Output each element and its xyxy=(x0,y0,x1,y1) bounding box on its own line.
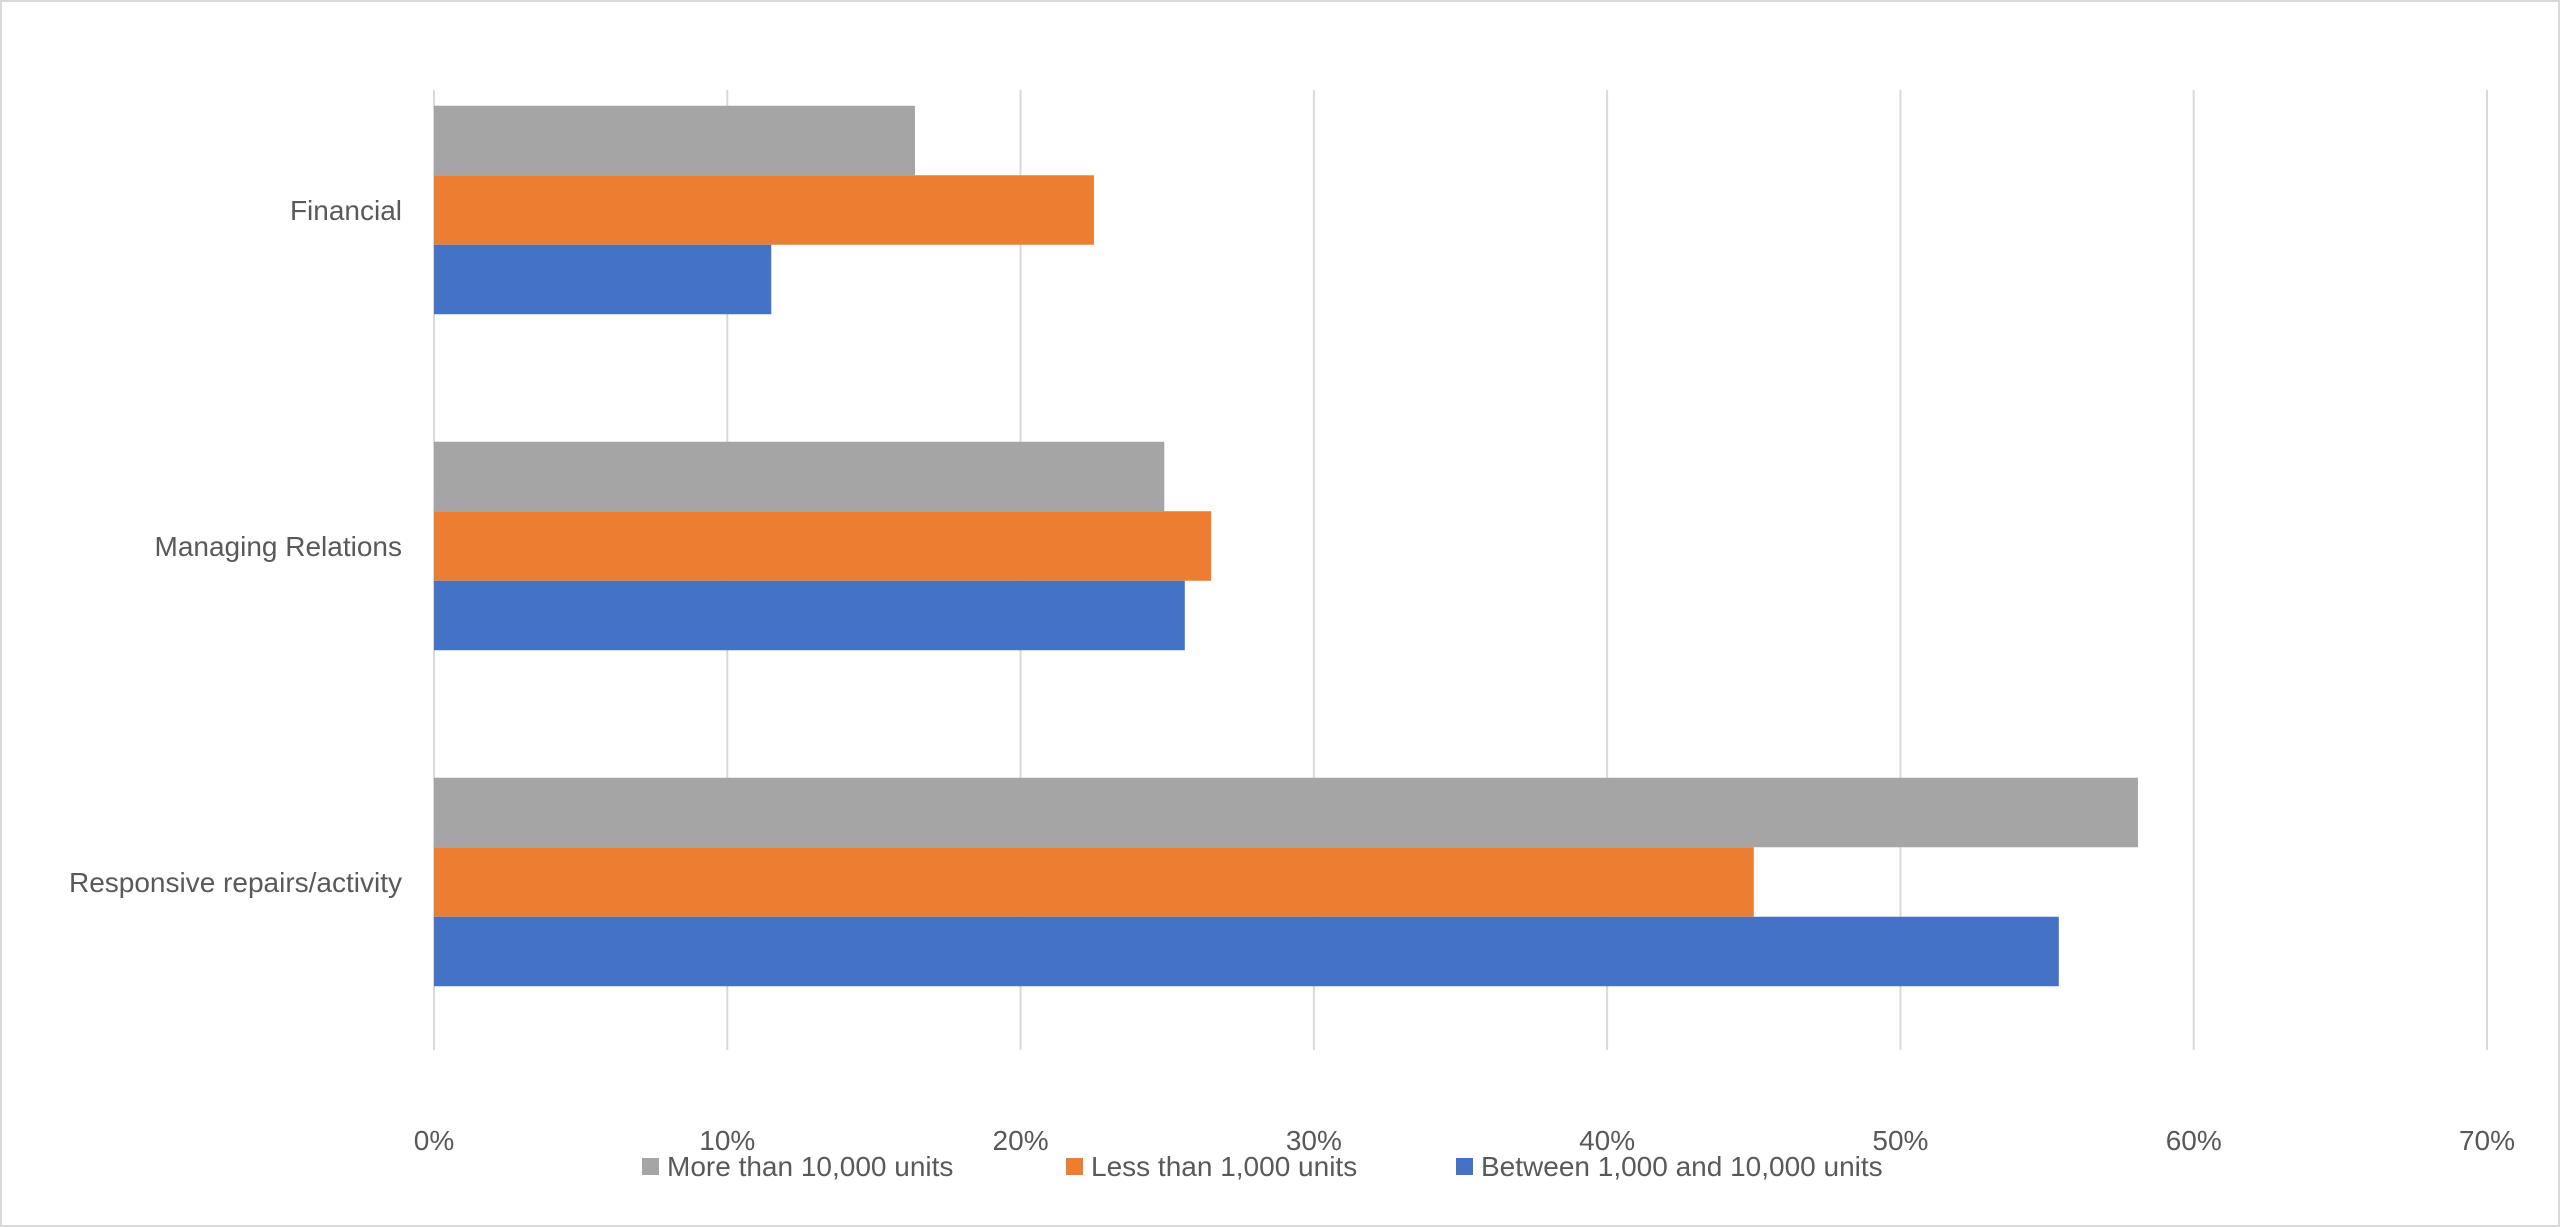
bar xyxy=(434,580,1185,651)
bar xyxy=(434,441,1165,512)
legend-swatch xyxy=(1456,1158,1473,1175)
bar xyxy=(434,777,2138,848)
bar xyxy=(434,105,915,176)
bar xyxy=(434,511,1212,581)
x-tick-label: 0% xyxy=(414,1125,454,1156)
bars xyxy=(434,105,2138,987)
x-tick-label: 50% xyxy=(1872,1125,1928,1156)
x-tick-label: 40% xyxy=(1579,1125,1635,1156)
x-tick-label: 70% xyxy=(2459,1125,2515,1156)
bar xyxy=(434,847,1754,917)
legend-label: More than 10,000 units xyxy=(667,1151,953,1182)
legend-swatch xyxy=(642,1158,659,1175)
category-label: Financial xyxy=(290,195,402,226)
bar xyxy=(434,244,772,315)
category-labels: Financial Managing Relations Responsive re… xyxy=(69,195,402,898)
x-tick-label: 60% xyxy=(2166,1125,2222,1156)
x-tick-label: 10% xyxy=(699,1125,755,1156)
x-tick-label: 30% xyxy=(1286,1125,1342,1156)
bar xyxy=(434,916,2059,987)
x-tick-labels: 0% 10% 20% 30% 40% 50% 60% 70% xyxy=(414,1125,2515,1156)
x-tick-label: 20% xyxy=(993,1125,1049,1156)
legend-swatch xyxy=(1066,1158,1083,1175)
category-label: Responsive repairs/activity xyxy=(69,867,402,898)
legend-label: Between 1,000 and 10,000 units xyxy=(1481,1151,1883,1182)
category-label: Managing Relations xyxy=(155,531,403,562)
bar xyxy=(434,175,1094,245)
legend: More than 10,000 units Less than 1,000 un… xyxy=(642,1151,1883,1182)
legend-label: Less than 1,000 units xyxy=(1091,1151,1357,1182)
